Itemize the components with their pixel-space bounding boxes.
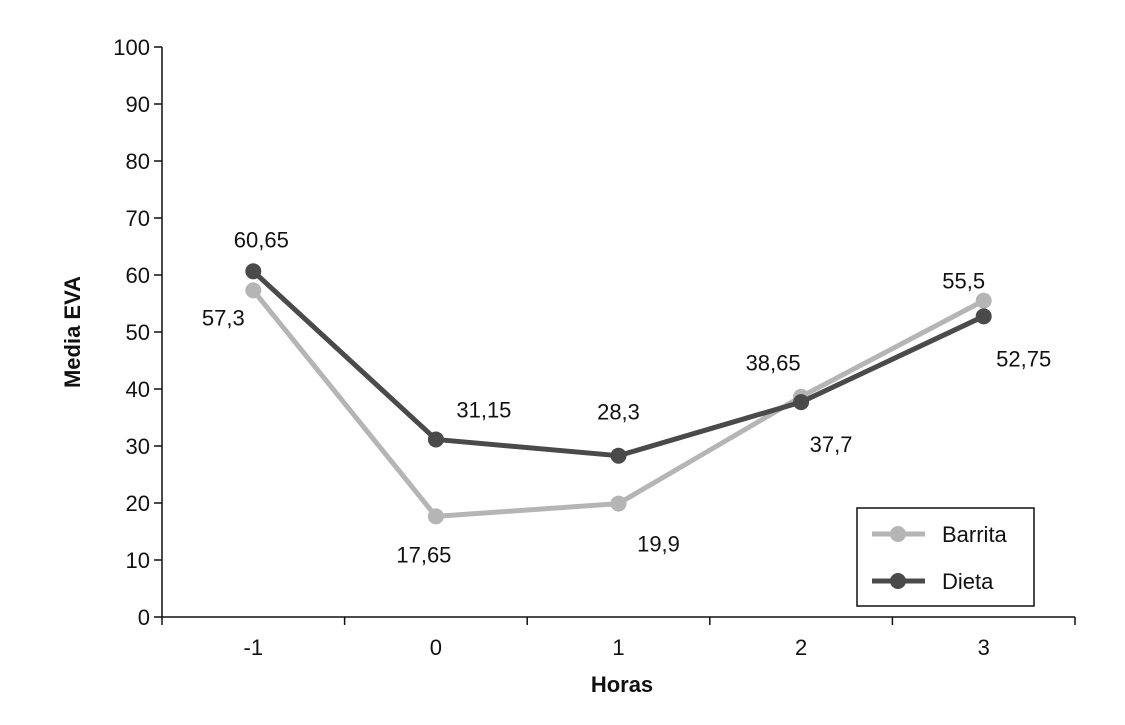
y-tick-label: 80 [126, 149, 150, 174]
data-point-barrita [975, 292, 992, 309]
data-label-dieta: 60,65 [234, 227, 289, 252]
x-tick-label: 0 [430, 635, 442, 660]
data-label-dieta: 31,15 [456, 397, 511, 422]
data-point-barrita [245, 282, 262, 299]
y-tick-label: 30 [126, 434, 150, 459]
y-tick-label: 100 [113, 35, 150, 60]
y-tick-label: 90 [126, 92, 150, 117]
legend-label-dieta: Dieta [942, 569, 994, 594]
data-label-dieta: 37,7 [810, 432, 853, 457]
data-label-barrita: 57,3 [202, 305, 245, 330]
y-tick-label: 10 [126, 548, 150, 573]
x-tick-label: 3 [978, 635, 990, 660]
y-tick-label: 50 [126, 320, 150, 345]
data-point-barrita [610, 495, 627, 512]
data-label-barrita: 17,65 [396, 542, 451, 567]
data-label-barrita: 38,65 [746, 351, 801, 376]
data-label-barrita: 19,9 [637, 532, 680, 557]
x-tick-label: 1 [612, 635, 624, 660]
data-label-barrita: 55,5 [942, 269, 985, 294]
series-layer [245, 263, 992, 525]
data-point-barrita [427, 508, 444, 525]
data-point-dieta [610, 447, 627, 464]
x-axis-title: Horas [591, 672, 653, 697]
data-label-dieta: 28,3 [597, 400, 640, 425]
y-tick-label: 60 [126, 263, 150, 288]
y-tick-label: 20 [126, 491, 150, 516]
axes: 0 10 20 30 40 50 60 70 80 90 100 -1 0 1 2 3 [113, 35, 1076, 660]
y-tick-label: 40 [126, 377, 150, 402]
data-point-dieta [427, 431, 444, 448]
data-point-dieta [245, 263, 262, 280]
y-axis-title: Media EVA [60, 276, 85, 388]
data-labels: 57,3 17,65 19,9 38,65 55,5 60,65 31,15 28,3 37,7… [202, 227, 1051, 567]
data-point-dieta [975, 308, 992, 325]
data-label-dieta: 52,75 [996, 346, 1051, 371]
y-tick-label: 0 [138, 605, 150, 630]
legend-marker-barrita [890, 526, 906, 542]
legend: Barrita Dieta [856, 507, 1035, 607]
y-tick-label: 70 [126, 206, 150, 231]
legend-box [856, 507, 1035, 607]
legend-label-barrita: Barrita [942, 522, 1008, 547]
data-point-dieta [793, 394, 810, 411]
x-tick-label: 2 [795, 635, 807, 660]
legend-marker-dieta [890, 573, 906, 589]
x-tick-label: -1 [244, 635, 264, 660]
